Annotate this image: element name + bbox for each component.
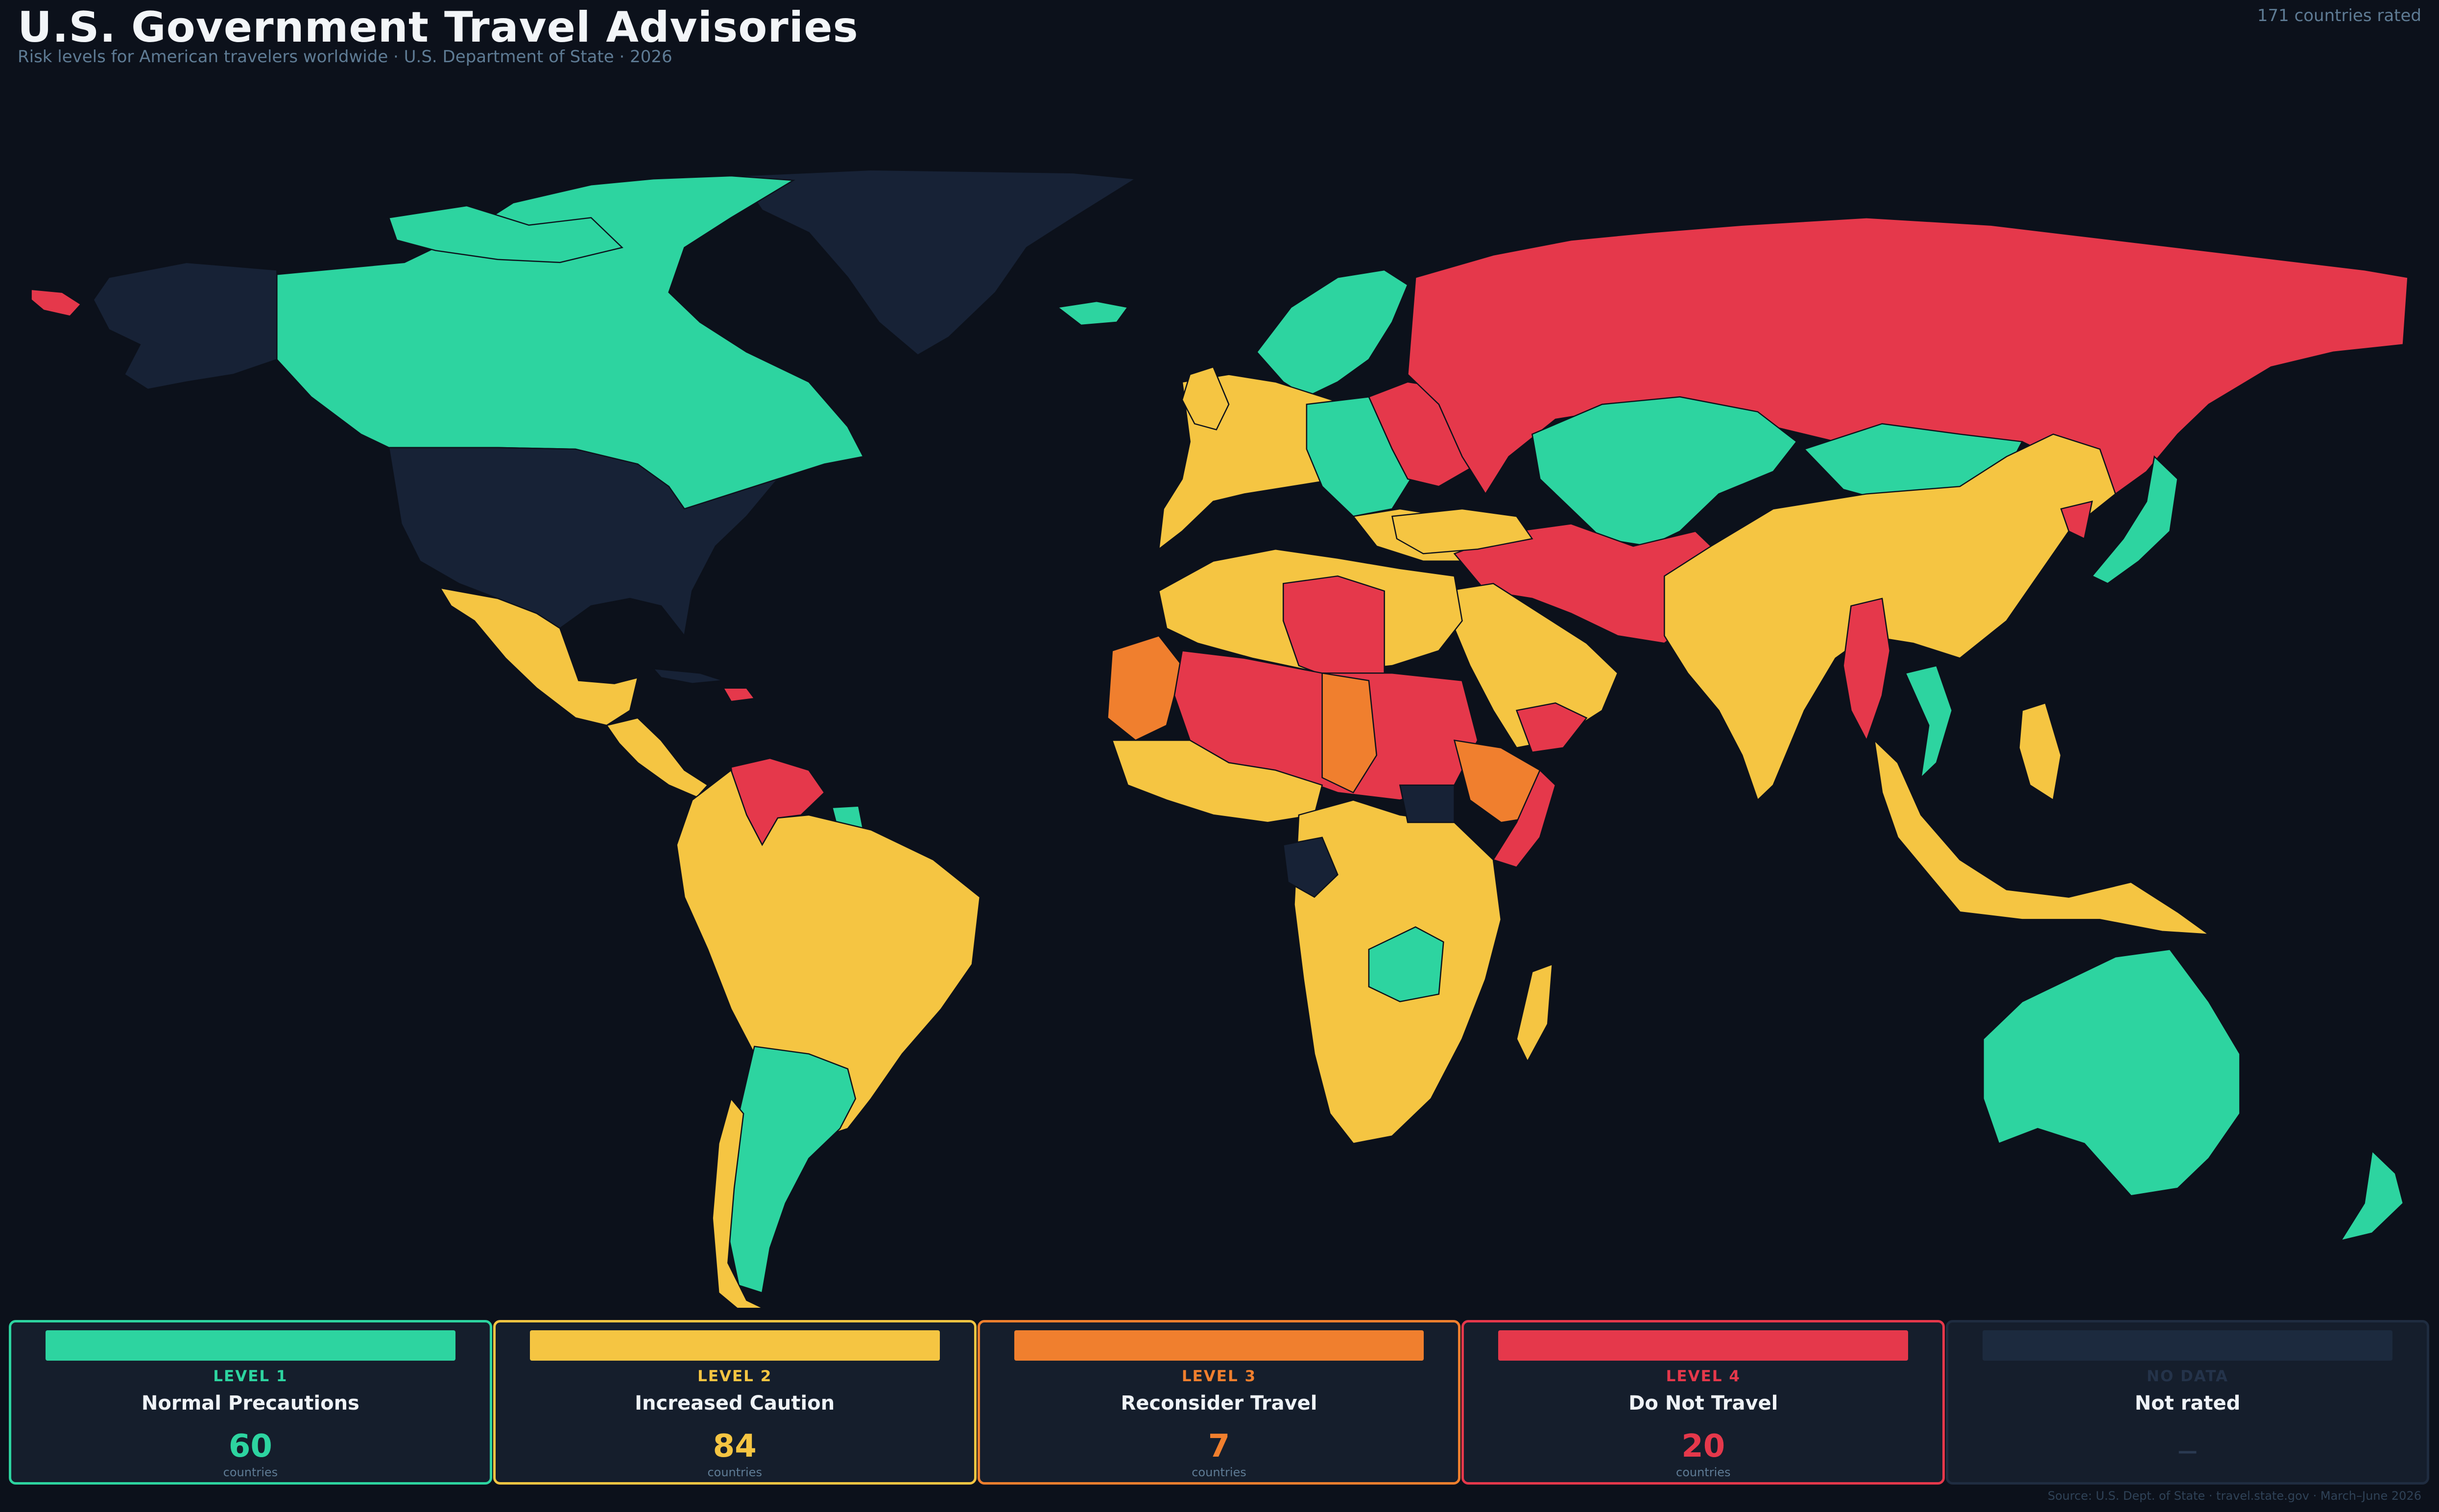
legend-level-label: NO DATA [2147, 1368, 2229, 1385]
region-canada-islands[interactable] [388, 205, 623, 264]
legend-count-unit: countries [707, 1465, 762, 1479]
region-greenland[interactable] [738, 169, 1138, 356]
region-india-china[interactable] [1664, 433, 2116, 801]
region-scandinavia[interactable] [1256, 269, 1409, 398]
legend-card-level-4[interactable]: LEVEL 4 Do Not Travel 20 countries [1461, 1320, 1945, 1485]
legend-level-label: LEVEL 4 [1666, 1368, 1741, 1385]
region-chile-strip[interactable] [712, 1097, 778, 1308]
legend-country-count: 20 [1681, 1428, 1725, 1464]
region-argentina-chile[interactable] [727, 1046, 857, 1294]
region-western-sahara[interactable] [1107, 635, 1183, 741]
legend-level-label: LEVEL 1 [213, 1368, 288, 1385]
region-russia[interactable] [1407, 217, 2409, 495]
region-turkey[interactable] [1391, 508, 1533, 554]
region-new-zealand[interactable] [2340, 1150, 2404, 1242]
region-alaska[interactable] [93, 262, 278, 390]
legend-country-count: — [2177, 1440, 2198, 1463]
legend-level-name: Reconsider Travel [1121, 1392, 1317, 1415]
region-drc-west[interactable] [1282, 837, 1339, 898]
region-vietnam[interactable] [1904, 665, 1953, 780]
legend-level-name: Do Not Travel [1628, 1392, 1778, 1415]
legend-count-unit: countries [1192, 1465, 1246, 1479]
region-mexico[interactable] [439, 587, 639, 726]
legend-card-level-1[interactable]: LEVEL 1 Normal Precautions 60 countries [9, 1320, 492, 1485]
region-korea[interactable] [2060, 501, 2093, 540]
legend-country-count: 84 [713, 1428, 757, 1464]
region-iceland-like[interactable] [1056, 300, 1129, 326]
region-japan[interactable] [2091, 455, 2178, 584]
region-madagascar[interactable] [1516, 963, 1554, 1063]
legend-color-bar [1983, 1330, 2392, 1361]
region-libya[interactable] [1282, 575, 1385, 681]
legend-level-name: Not rated [2134, 1392, 2241, 1415]
legend-card-level-2[interactable]: LEVEL 2 Increased Caution 84 countries [493, 1320, 977, 1485]
region-usa[interactable] [388, 447, 780, 638]
advisory-legend: LEVEL 1 Normal Precautions 60 countries … [9, 1320, 2430, 1487]
region-caribbean[interactable] [651, 668, 724, 684]
legend-level-name: Normal Precautions [141, 1392, 359, 1415]
region-southeast-asia[interactable] [1873, 739, 2211, 936]
legend-level-name: Increased Caution [635, 1392, 835, 1415]
region-zambia-zimbabwe[interactable] [1368, 926, 1444, 1003]
legend-color-bar [1498, 1330, 1909, 1361]
page-subtitle: Risk levels for American travelers world… [18, 47, 672, 67]
region-central-america[interactable] [605, 717, 709, 798]
region-south-sudan[interactable] [1399, 784, 1455, 823]
region-philippines[interactable] [2018, 702, 2062, 801]
legend-level-label: LEVEL 2 [697, 1368, 772, 1385]
legend-color-bar [1014, 1330, 1424, 1361]
legend-color-bar [46, 1330, 455, 1361]
region-myanmar[interactable] [1842, 598, 1891, 742]
legend-level-label: LEVEL 3 [1181, 1368, 1257, 1385]
source-footnote: Source: U.S. Dept. of State · travel.sta… [2048, 1489, 2421, 1503]
region-brazil-andes[interactable] [676, 769, 981, 1137]
legend-country-count: 60 [228, 1428, 272, 1464]
legend-color-bar [529, 1330, 940, 1361]
world-advisory-map [30, 169, 2409, 1308]
region-haiti[interactable] [722, 687, 756, 702]
region-chad-ethiopia-orange[interactable] [1321, 672, 1378, 793]
region-yemen[interactable] [1515, 702, 1588, 753]
legend-country-count: 7 [1208, 1428, 1230, 1464]
countries-rated-count: 171 countries rated [2257, 6, 2421, 25]
region-somalia[interactable] [1492, 769, 1556, 868]
region-horn[interactable] [1453, 739, 1549, 823]
region-uk[interactable] [1181, 366, 1230, 431]
region-aleutian[interactable] [30, 288, 82, 317]
legend-count-unit: countries [1676, 1465, 1731, 1479]
region-kazakhstan[interactable] [1531, 396, 1798, 547]
legend-count-unit: countries [223, 1465, 278, 1479]
region-australia[interactable] [1983, 948, 2241, 1197]
legend-card-not-rated[interactable]: NO DATA Not rated — [1946, 1320, 2429, 1485]
page-title: U.S. Government Travel Advisories [18, 3, 859, 52]
legend-card-level-3[interactable]: LEVEL 3 Reconsider Travel 7 countries [977, 1320, 1461, 1485]
